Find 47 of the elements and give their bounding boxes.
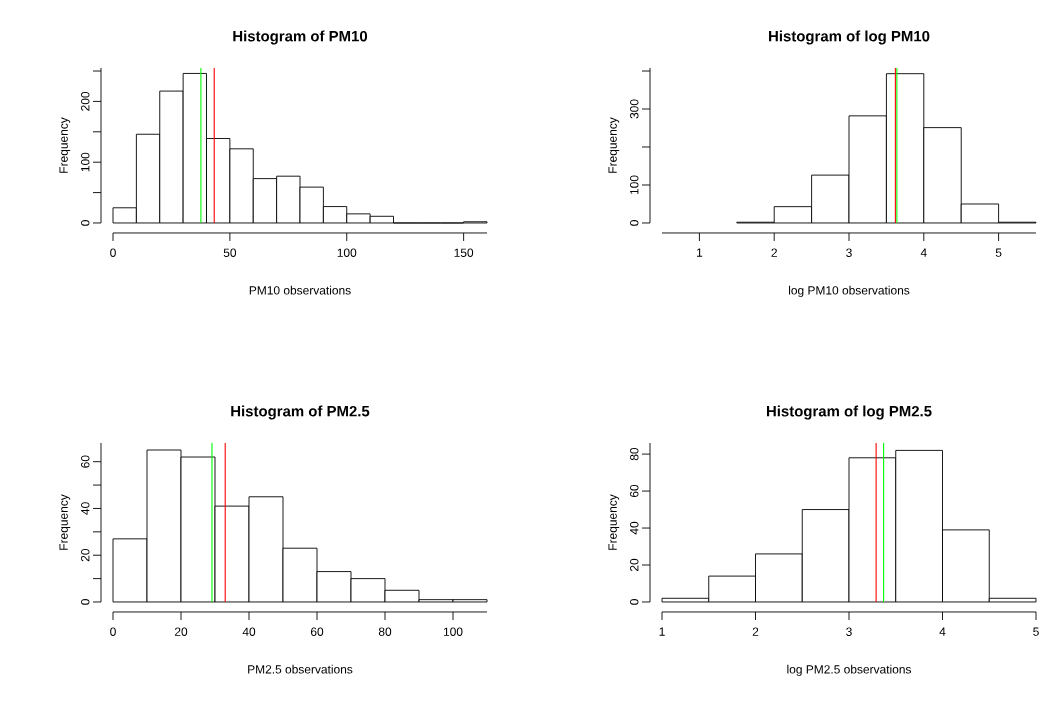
- chart-title: Histogram of log PM10: [769, 30, 930, 45]
- x-tick-label: 4: [939, 627, 946, 636]
- x-tick-label: 50: [223, 248, 237, 257]
- x-tick-label: 4: [920, 248, 927, 257]
- x-tick-label: 2: [771, 248, 777, 257]
- y-tick-label: 300: [630, 99, 639, 119]
- chart-title: Histogram of PM2.5: [231, 405, 370, 420]
- x-tick-label: 0: [110, 248, 116, 257]
- y-tick-label: 0: [630, 599, 639, 605]
- x-tick-label: 40: [242, 627, 256, 636]
- y-axis-title: Frequency: [59, 494, 71, 550]
- y-axis-title: Frequency: [59, 117, 71, 173]
- x-tick-label: 20: [174, 627, 188, 636]
- x-tick-label: 5: [1033, 627, 1039, 636]
- x-axis-title: log PM2.5 observations: [787, 664, 912, 676]
- x-tick-label: 1: [659, 627, 665, 636]
- y-tick-label: 40: [630, 521, 639, 535]
- x-tick-label: 1: [696, 248, 703, 257]
- x-tick-label: 3: [846, 248, 852, 257]
- y-tick-label: 200: [81, 91, 90, 111]
- y-axis-title: Frequency: [608, 117, 620, 173]
- x-tick-label: 3: [846, 627, 852, 636]
- x-tick-label: 80: [378, 627, 392, 636]
- y-tick-label: 60: [630, 484, 639, 498]
- y-tick-label: 0: [81, 220, 90, 226]
- x-axis-title: log PM10 observations: [789, 285, 910, 297]
- y-tick-label: 0: [81, 599, 90, 605]
- y-axis-title: Frequency: [608, 494, 620, 550]
- y-tick-label: 20: [630, 558, 639, 572]
- y-tick-label: 100: [81, 152, 90, 172]
- y-tick-label: 80: [630, 447, 639, 461]
- x-tick-label: 5: [995, 248, 1002, 257]
- y-tick-label: 100: [630, 175, 639, 195]
- x-tick-label: 0: [110, 627, 116, 636]
- y-tick-label: 0: [630, 220, 639, 226]
- chart-title: Histogram of PM10: [233, 30, 368, 45]
- x-tick-label: 60: [310, 627, 324, 636]
- x-tick-label: 100: [443, 627, 463, 636]
- x-tick-label: 100: [337, 248, 357, 257]
- y-tick-label: 40: [81, 502, 90, 515]
- y-tick-label: 20: [81, 549, 90, 562]
- x-tick-label: 150: [454, 248, 474, 257]
- x-axis-title: PM10 observations: [249, 285, 351, 295]
- chart-title: Histogram of log PM2.5: [766, 405, 932, 420]
- x-tick-label: 2: [752, 627, 759, 636]
- y-tick-label: 60: [81, 455, 90, 468]
- x-axis-title: PM2.5 observations: [248, 664, 353, 674]
